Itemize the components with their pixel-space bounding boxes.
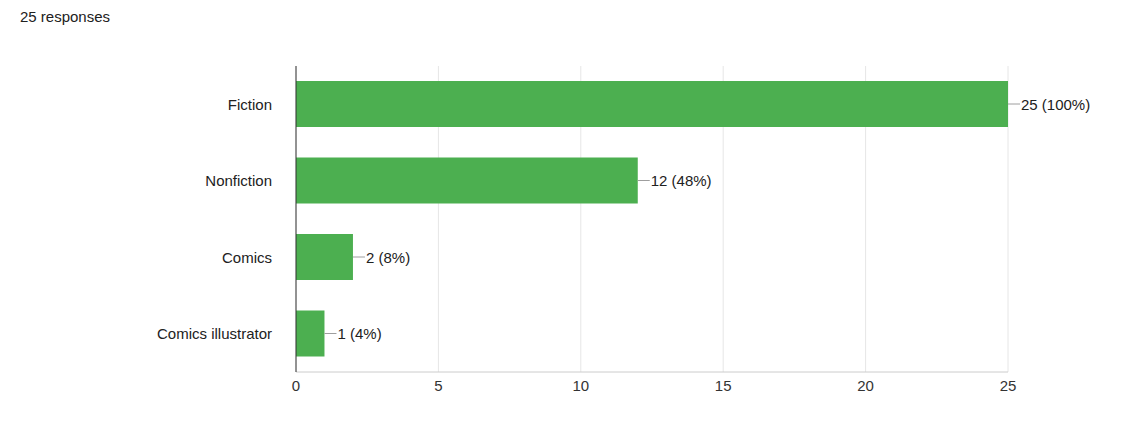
svg-text:12 (48%): 12 (48%) (651, 172, 712, 189)
svg-text:25 (100%): 25 (100%) (1021, 96, 1090, 113)
svg-text:2 (8%): 2 (8%) (366, 249, 410, 266)
svg-text:15: 15 (715, 377, 732, 394)
svg-text:Comics: Comics (222, 249, 272, 266)
svg-text:Comics illustrator: Comics illustrator (157, 325, 272, 342)
svg-text:25: 25 (1000, 377, 1017, 394)
svg-text:Fiction: Fiction (228, 96, 272, 113)
svg-text:Nonfiction: Nonfiction (205, 172, 272, 189)
html-text:25 responses: 25 responses (20, 8, 111, 25)
svg-text:1 (4%): 1 (4%) (337, 325, 381, 342)
svg-text:20: 20 (857, 377, 874, 394)
svg-text:0: 0 (292, 377, 300, 394)
svg-text:5: 5 (434, 377, 442, 394)
svg-text:10: 10 (572, 377, 589, 394)
